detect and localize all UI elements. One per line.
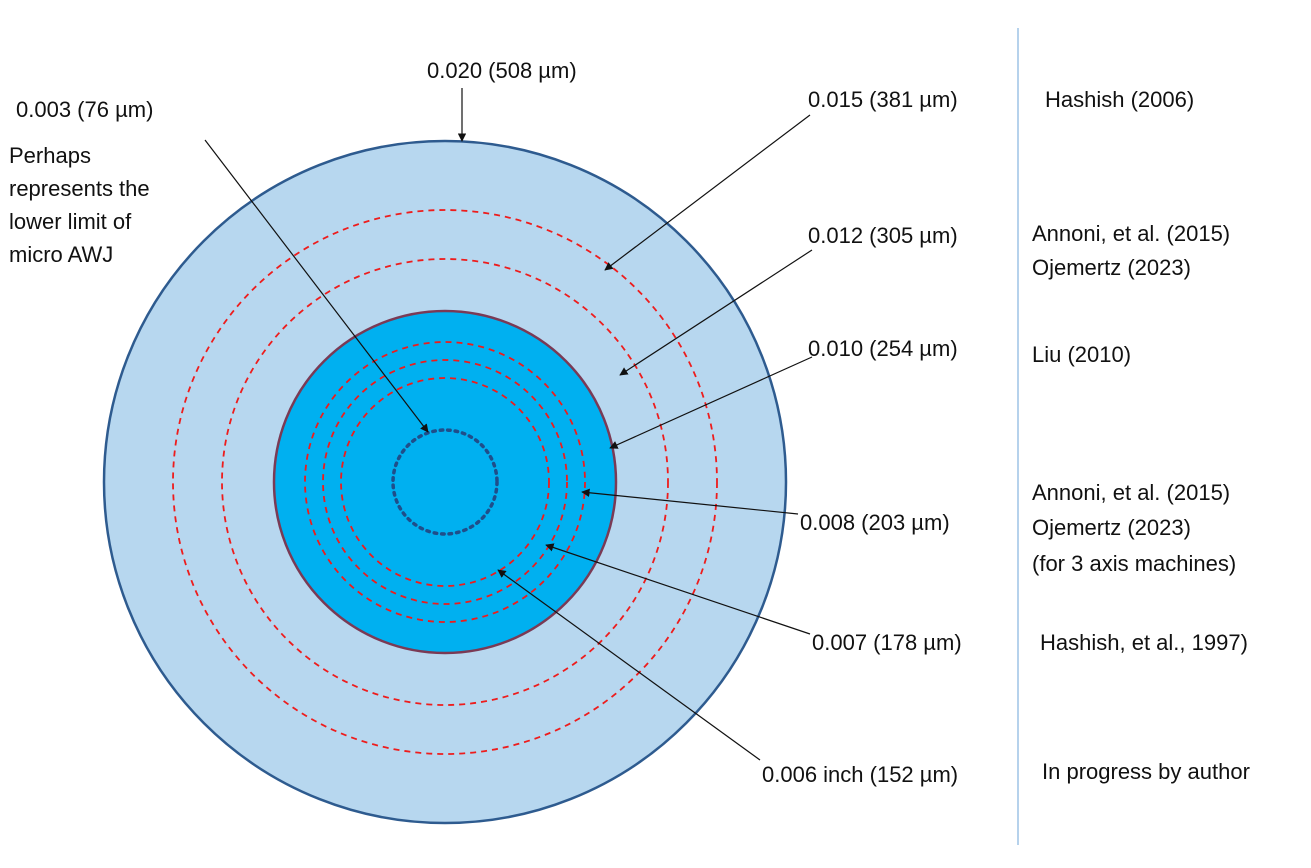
ref-liu-2010: Liu (2010) [1032,342,1131,367]
arrow-007 [545,543,811,635]
label-020: 0.020 (508 µm) [427,58,577,83]
ref-hashish-1997: Hashish, et al., 1997) [1040,630,1248,655]
ref-in-progress: In progress by author [1042,759,1250,784]
ring-006 [340,377,550,587]
micro-circle-003 [391,428,499,536]
ref-ojemertz-2023-a: Ojemertz (2023) [1032,255,1191,280]
inner-circle-010 [272,309,618,655]
ref-ojemertz-2023-b: Ojemertz (2023) [1032,515,1191,540]
label-006: 0.006 inch (152 µm) [762,762,958,787]
label-015: 0.015 (381 µm) [808,87,958,112]
ring-008 [304,341,586,623]
arrow-015 [604,114,811,271]
ring-012 [221,258,669,706]
ref-hashish-2006: Hashish (2006) [1045,87,1194,112]
ref-annoni-2015-b: Annoni, et al. (2015) [1032,480,1230,505]
ring-007 [322,359,568,605]
arrow-008 [581,488,799,515]
arrow-003 [204,139,429,433]
arrow-006 [497,569,761,761]
arrow-010 [609,356,813,449]
label-003: 0.003 (76 µm) [16,97,153,122]
micro-note-line-3: lower limit of [9,209,132,234]
ring-015 [172,209,718,755]
label-007: 0.007 (178 µm) [812,630,962,655]
micro-note-line-1: Perhaps [9,143,91,168]
arrow-012 [619,249,813,376]
micro-note-line-2: represents the [9,176,150,201]
label-010: 0.010 (254 µm) [808,336,958,361]
label-012: 0.012 (305 µm) [808,223,958,248]
label-008: 0.008 (203 µm) [800,510,950,535]
ref-three-axis: (for 3 axis machines) [1032,551,1236,576]
ref-annoni-2015-a: Annoni, et al. (2015) [1032,221,1230,246]
micro-note-line-4: micro AWJ [9,242,113,267]
